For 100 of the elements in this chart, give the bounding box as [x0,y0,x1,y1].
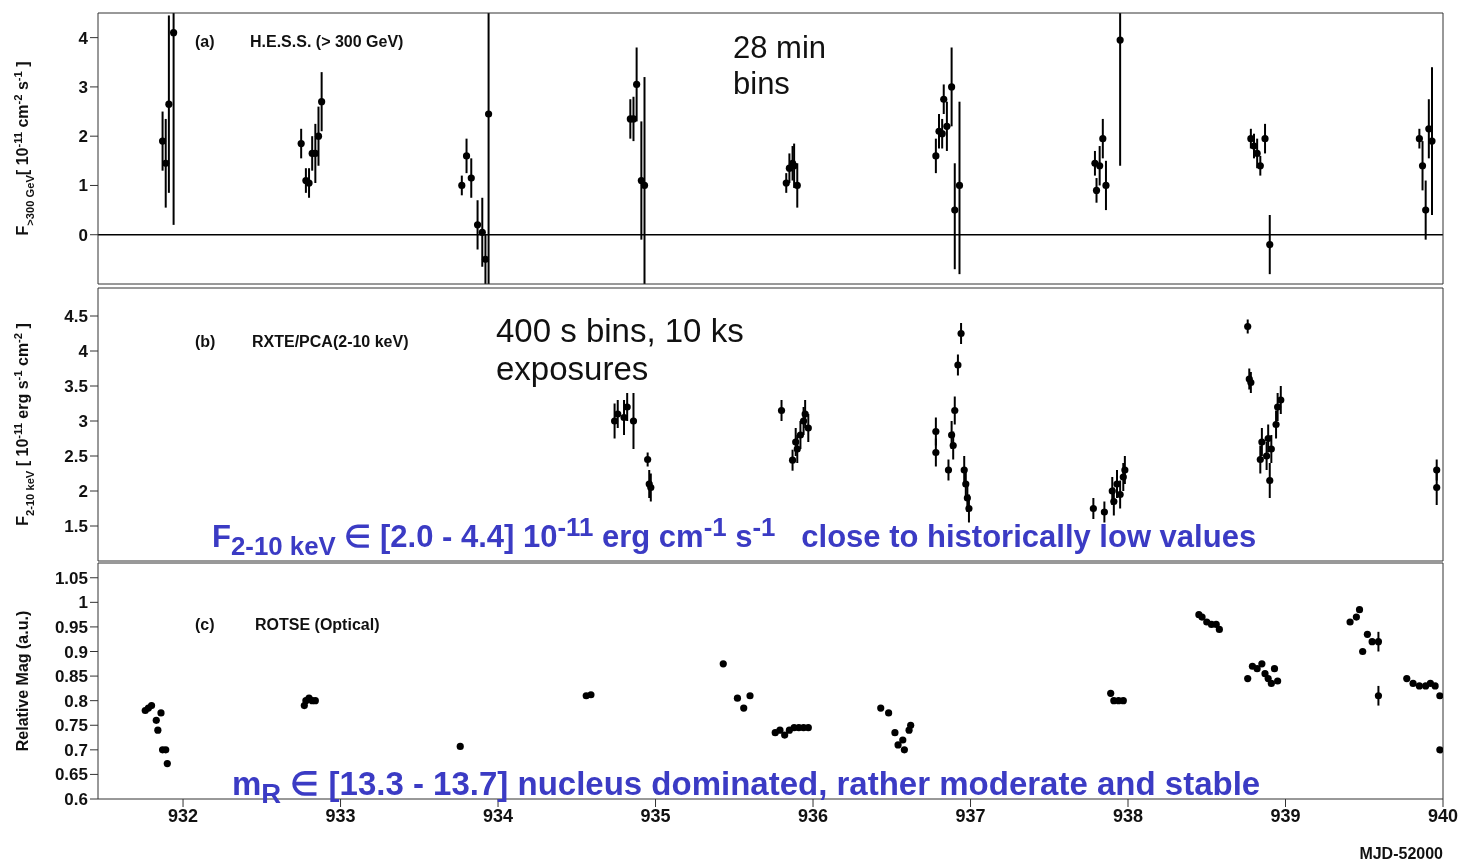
text: F$_{2-10 keV}$ ∈ [2.0 - 4.4] 10$^{-11}$ erg cm$^{-1}$ s$^{-1}$ close to historically low values [212,513,1257,560]
y-tick-label: 0.95 [54,617,88,637]
point [799,417,808,425]
point [1258,438,1266,446]
point [1096,162,1104,170]
y-tick-label: 4.5 [64,307,88,327]
point [951,206,959,214]
point [614,410,622,418]
y-tick-label: 1.05 [54,568,88,588]
y-tick-label: 1.5 [64,517,88,537]
point [962,480,970,488]
y-axis-title: Relative Mag (a.u.) [14,610,31,752]
y-tick-label: 4 [78,342,89,362]
point [478,228,486,236]
annotation: (b) [195,333,216,352]
annotation: ROTSE (Optical) [255,616,380,635]
point [948,431,956,439]
point [940,95,948,103]
y-tick-label: 0.9 [64,642,88,662]
annotation: 400 s bins, 10 ks exposures [496,312,745,388]
point [1272,420,1280,429]
point [462,152,471,160]
x-tick-label: 932 [168,805,199,826]
point [932,427,940,436]
point [965,504,973,513]
point [792,438,800,446]
y-tick-label: 0.75 [54,716,88,736]
y-tick-label: 1 [78,593,88,613]
x-tick-label: 939 [1270,805,1301,826]
point [647,483,655,492]
point [944,466,953,474]
point [1415,135,1423,143]
point [955,181,964,190]
point [1263,452,1271,460]
y-tick-label: 0.7 [64,740,88,760]
point [1116,36,1124,44]
point [796,431,805,439]
point [1422,206,1430,214]
point [1428,137,1436,145]
point [948,83,956,91]
point [314,132,323,140]
point [801,410,809,418]
point [484,110,493,118]
y-tick-label: 3 [78,77,88,97]
point [1102,181,1110,190]
point [1110,497,1118,506]
y-tick-label: 0.65 [54,765,88,785]
annotation: 28 min bins [733,30,828,102]
point [1108,487,1116,495]
point [318,98,326,106]
point [804,424,812,432]
point [158,137,167,145]
point [610,417,619,425]
point [1274,403,1282,411]
point [1099,135,1107,143]
y-tick-label: 3.5 [64,377,88,397]
point [1100,508,1108,516]
y-tick-label: 2.5 [64,447,88,467]
point [949,441,957,450]
point [932,448,940,457]
point [1244,322,1252,331]
point [640,181,649,190]
point [932,152,940,160]
point [1266,240,1274,249]
point [1089,504,1097,513]
point [788,456,797,464]
annotation: (a) [195,33,215,52]
point [165,100,173,108]
point [1113,480,1121,488]
annotation: (c) [195,616,215,635]
x-axis-title: MJD-52000 [1359,845,1444,859]
point [793,181,801,190]
point [1092,186,1101,194]
point [637,176,645,185]
point [951,406,959,415]
y-tick-label: 0.8 [64,691,88,711]
point [297,139,305,148]
point [1433,483,1441,492]
point [629,417,638,425]
point [458,181,466,190]
annotation: RXTE/PCA(2-10 keV) [252,333,409,352]
y-tick-label: 4 [78,28,89,48]
point [467,174,475,182]
x-tick-label: 940 [1427,805,1459,826]
point [1418,162,1427,170]
y-tick-label: 1 [78,176,88,196]
point [620,413,628,422]
y-tick-label: 0.85 [54,667,88,687]
y-tick-label: 2 [78,482,88,502]
point [957,329,965,338]
point [1119,473,1127,481]
point [963,494,971,502]
point [1256,455,1264,464]
point [1250,142,1258,150]
point [1247,378,1255,387]
point [1256,162,1264,170]
point [777,406,786,415]
point [481,255,490,263]
y-tick-label: 2 [78,127,88,147]
point [960,466,968,474]
